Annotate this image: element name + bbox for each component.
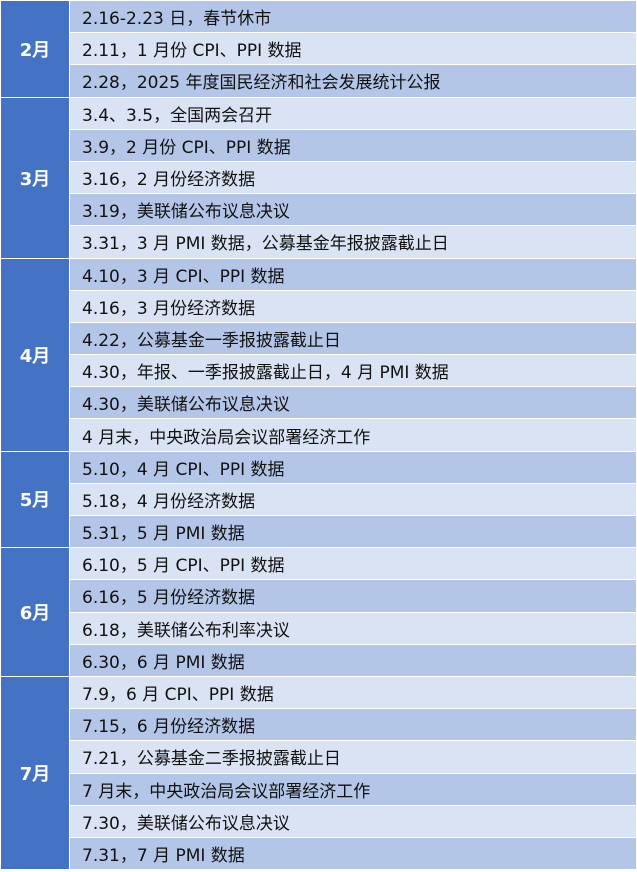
table-row: 3.19，美联储公布议息决议	[1, 193, 637, 227]
event-cell: 5.10，4 月 CPI、PPI 数据	[69, 450, 637, 484]
event-cell: 7.9，6 月 CPI、PPI 数据	[69, 675, 637, 710]
table-row: 6.16，5 月份经济数据	[1, 579, 637, 613]
table-row: 6月 6.10，5 月 CPI、PPI 数据	[0, 547, 637, 677]
event-cell: 7.15，6 月份经济数据	[69, 708, 637, 742]
month-cell: 5月	[0, 450, 70, 549]
table-row: 7.15，6 月份经济数据	[1, 708, 637, 742]
event-cell: 4.22，公募基金一季报披露截止日	[69, 321, 637, 356]
table-row: 3.16，2 月份经济数据	[1, 160, 637, 195]
table-row: 7.31，7 月 PMI 数据	[1, 836, 637, 871]
event-cell: 6.30，6 月 PMI 数据	[69, 643, 637, 677]
table-row: 3月 3.4、3.5，全国两会召开	[0, 96, 637, 259]
table-row: 6.18，美联储公布利率决议	[1, 611, 637, 645]
event-cell: 2.16-2.23 日，春节休市	[69, 0, 637, 34]
table-row: 4.16，3 月份经济数据	[1, 289, 637, 323]
event-cell: 5.31，5 月 PMI 数据	[69, 514, 637, 549]
event-cell: 4.30，美联储公布议息决议	[69, 386, 637, 420]
event-cell: 6.18，美联储公布利率决议	[69, 611, 637, 645]
event-cell: 7.31，7 月 PMI 数据	[69, 836, 637, 871]
event-cell: 4.16，3 月份经济数据	[69, 289, 637, 323]
event-cell: 2.28，2025 年度国民经济和社会发展统计公报	[69, 64, 637, 98]
table-row: 7.21，公募基金二季报披露截止日	[1, 740, 637, 774]
table-row: 3.31，3 月 PMI 数据，公募基金年报披露截止日	[1, 225, 637, 259]
table-row: 2.11，1 月份 CPI、PPI 数据	[1, 32, 637, 66]
table-row: 5.31，5 月 PMI 数据	[1, 514, 637, 549]
table-row: 4 月末，中央政治局会议部署经济工作	[1, 418, 637, 452]
table-row: 7.30，美联储公布议息决议	[1, 804, 637, 838]
event-cell: 3.9，2 月份 CPI、PPI 数据	[69, 128, 637, 162]
event-cell: 4.30，年报、一季报披露截止日，4 月 PMI 数据	[69, 354, 637, 388]
event-cell: 2.11，1 月份 CPI、PPI 数据	[69, 32, 637, 66]
month-cell: 3月	[0, 96, 70, 259]
month-cell: 6月	[0, 547, 70, 677]
table-row: 4月 4.10，3 月 CPI、PPI 数据	[0, 257, 637, 452]
table-row: 5月 5.10，4 月 CPI、PPI 数据	[0, 450, 637, 549]
table-row: 7月 7.9，6 月 CPI、PPI 数据	[0, 675, 637, 871]
event-cell: 3.4、3.5，全国两会召开	[69, 96, 637, 130]
event-cell: 3.31，3 月 PMI 数据，公募基金年报披露截止日	[69, 225, 637, 259]
table-row: 4.30，年报、一季报披露截止日，4 月 PMI 数据	[1, 354, 637, 388]
table-row: 6.30，6 月 PMI 数据	[1, 643, 637, 677]
table-row: 4.22，公募基金一季报披露截止日	[1, 321, 637, 356]
event-cell: 3.19，美联储公布议息决议	[69, 193, 637, 227]
table-row: 4.30，美联储公布议息决议	[1, 386, 637, 420]
event-cell: 6.16，5 月份经济数据	[69, 579, 637, 613]
event-cell: 4 月末，中央政治局会议部署经济工作	[69, 418, 637, 452]
event-cell: 4.10，3 月 CPI、PPI 数据	[69, 257, 637, 291]
event-cell: 3.16，2 月份经济数据	[69, 160, 637, 195]
month-cell: 7月	[0, 675, 70, 871]
table-row: 2月 2.16-2.23 日，春节休市	[0, 0, 637, 98]
event-cell: 5.18，4 月份经济数据	[69, 482, 637, 517]
event-cell: 6.10，5 月 CPI、PPI 数据	[69, 547, 637, 581]
table-row: 2.28，2025 年度国民经济和社会发展统计公报	[1, 64, 637, 98]
event-cell: 7.30，美联储公布议息决议	[69, 804, 637, 838]
event-cell: 7 月末，中央政治局会议部署经济工作	[69, 772, 637, 806]
event-cell: 7.21，公募基金二季报披露截止日	[69, 740, 637, 774]
month-cell: 4月	[0, 257, 70, 452]
table-row: 3.9，2 月份 CPI、PPI 数据	[1, 128, 637, 162]
table-row: 7 月末，中央政治局会议部署经济工作	[1, 772, 637, 806]
month-cell: 2月	[0, 0, 70, 98]
table-row: 5.18，4 月份经济数据	[1, 482, 637, 517]
